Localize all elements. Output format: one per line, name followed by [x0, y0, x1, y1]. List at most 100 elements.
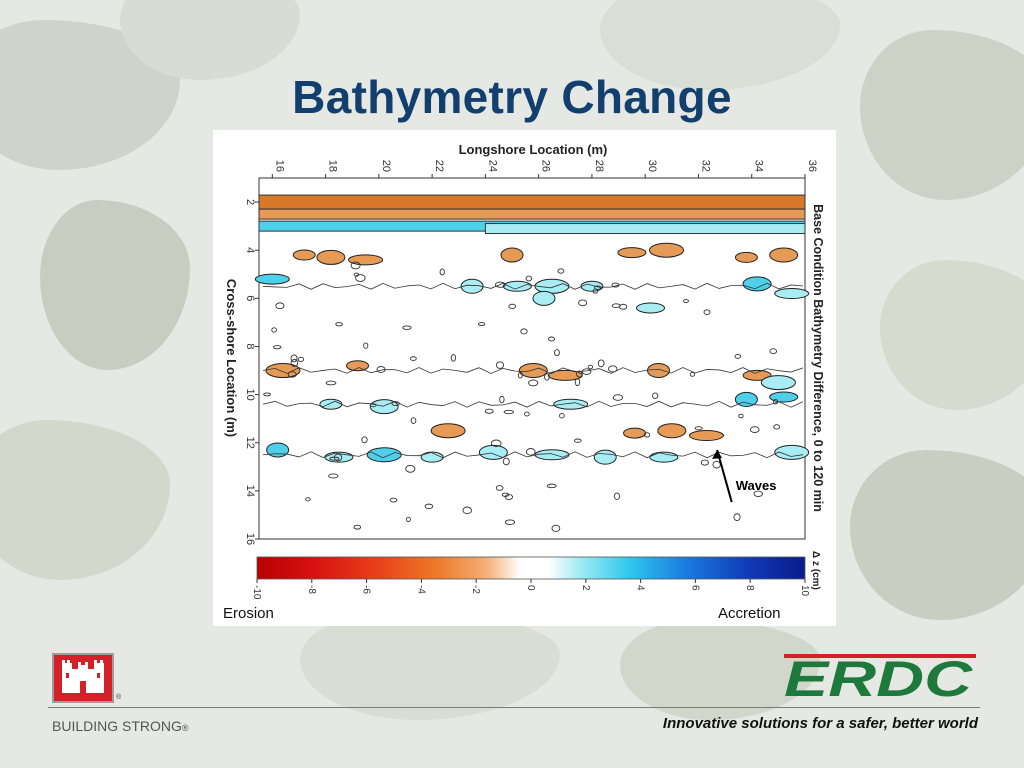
contour-36 — [643, 432, 651, 438]
contour-7 — [484, 408, 494, 414]
patch-16 — [636, 302, 666, 314]
contour-9 — [554, 349, 560, 357]
contour-63 — [733, 513, 741, 521]
registered-mark: ® — [181, 723, 189, 733]
y-tick-label-4: 4 — [244, 247, 256, 253]
cb-tick-label--8: -8 — [306, 585, 317, 594]
contour-15 — [769, 348, 778, 355]
patch-6 — [734, 251, 758, 263]
contour-19 — [753, 490, 763, 498]
x-tick-label-28: 28 — [593, 160, 605, 172]
cb-tick-label-6: 6 — [689, 585, 700, 591]
cb-tick-label--10: -10 — [251, 585, 262, 600]
contour-strand-1 — [262, 367, 804, 374]
x-tick-label-20: 20 — [380, 160, 392, 172]
cb-tick-label--6: -6 — [361, 585, 372, 594]
contour-10 — [450, 354, 457, 362]
patch-38 — [534, 449, 570, 461]
contour-64 — [689, 372, 696, 377]
cb-tick-label--4: -4 — [415, 585, 426, 594]
plot-frame — [258, 177, 806, 540]
contour-20 — [557, 268, 565, 274]
contour-80 — [573, 438, 582, 443]
contour-47 — [528, 379, 539, 387]
waves-arrow — [716, 449, 733, 503]
contour-58 — [503, 409, 514, 415]
contour-72 — [587, 364, 594, 370]
castle-icon — [62, 660, 104, 693]
contour-40 — [544, 373, 550, 381]
cb-tick-label-4: 4 — [635, 585, 646, 591]
contour-68 — [410, 417, 417, 424]
contour-74 — [501, 492, 510, 497]
y-tick-label-2: 2 — [244, 199, 256, 205]
contour-53 — [424, 503, 434, 510]
patch-31 — [657, 423, 687, 439]
contour-27 — [613, 492, 621, 500]
patch-36 — [420, 451, 444, 463]
contour-52 — [361, 436, 368, 444]
contour-30 — [525, 275, 533, 282]
contour-39 — [495, 361, 505, 369]
erosion-label: Erosion — [223, 605, 274, 622]
cb-tick-label--2: -2 — [470, 585, 481, 594]
contour-61 — [548, 336, 556, 342]
contour-2 — [576, 370, 583, 378]
contour-51 — [772, 398, 779, 405]
contour-73 — [462, 506, 472, 515]
patch-39 — [593, 449, 617, 465]
cb-tick-label-8: 8 — [744, 585, 755, 591]
contour-87 — [597, 359, 605, 368]
x-tick-label-26: 26 — [540, 160, 552, 172]
patch-21 — [647, 363, 671, 379]
patch-7 — [769, 247, 799, 263]
contour-54 — [703, 309, 711, 315]
building-strong-label: BUILDING STRONG — [52, 718, 182, 734]
y-tick-label-8: 8 — [244, 343, 256, 349]
contour-0 — [524, 411, 530, 417]
patch-19 — [518, 363, 548, 379]
contour-34 — [517, 371, 523, 379]
contour-13 — [335, 322, 343, 327]
patch-22 — [742, 369, 772, 381]
contour-44 — [551, 524, 561, 532]
contour-71 — [700, 459, 709, 466]
contour-11 — [389, 497, 398, 503]
contour-77 — [694, 426, 703, 431]
y-axis-title: Cross-shore Location (m) — [224, 279, 239, 437]
contour-38 — [363, 342, 369, 349]
contour-17 — [402, 325, 412, 330]
patch-1 — [316, 249, 346, 265]
contour-78 — [508, 303, 517, 309]
contour-76 — [290, 354, 298, 363]
contour-32 — [683, 299, 689, 303]
contour-35 — [502, 457, 510, 466]
patch-3 — [500, 247, 524, 263]
colorbar — [256, 556, 806, 580]
contour-strand-3 — [262, 451, 804, 459]
patch-24 — [319, 398, 343, 410]
contour-1 — [499, 395, 505, 404]
contour-66 — [409, 356, 417, 361]
contour-57 — [439, 268, 445, 276]
contour-70 — [559, 412, 565, 419]
footer-divider — [48, 707, 980, 708]
patch-15 — [532, 290, 556, 306]
y-tick-label-12: 12 — [244, 437, 256, 449]
patch-26 — [553, 398, 589, 410]
patch-10 — [502, 280, 532, 292]
contour-8 — [353, 524, 362, 530]
contour-16 — [495, 485, 504, 491]
patch-35 — [366, 447, 402, 463]
chart-panel: 16 18 20 22 24 26 28 30 32 34 36 Longshore Location… — [213, 130, 836, 626]
contour-strand-0 — [262, 282, 804, 290]
accretion-label: Accretion — [718, 605, 781, 622]
patch-37 — [478, 444, 508, 460]
contour-23 — [574, 378, 581, 387]
x-tick-label-18: 18 — [327, 160, 339, 172]
contour-75 — [734, 353, 741, 359]
patch-32 — [688, 430, 724, 442]
contour-28 — [353, 272, 360, 277]
